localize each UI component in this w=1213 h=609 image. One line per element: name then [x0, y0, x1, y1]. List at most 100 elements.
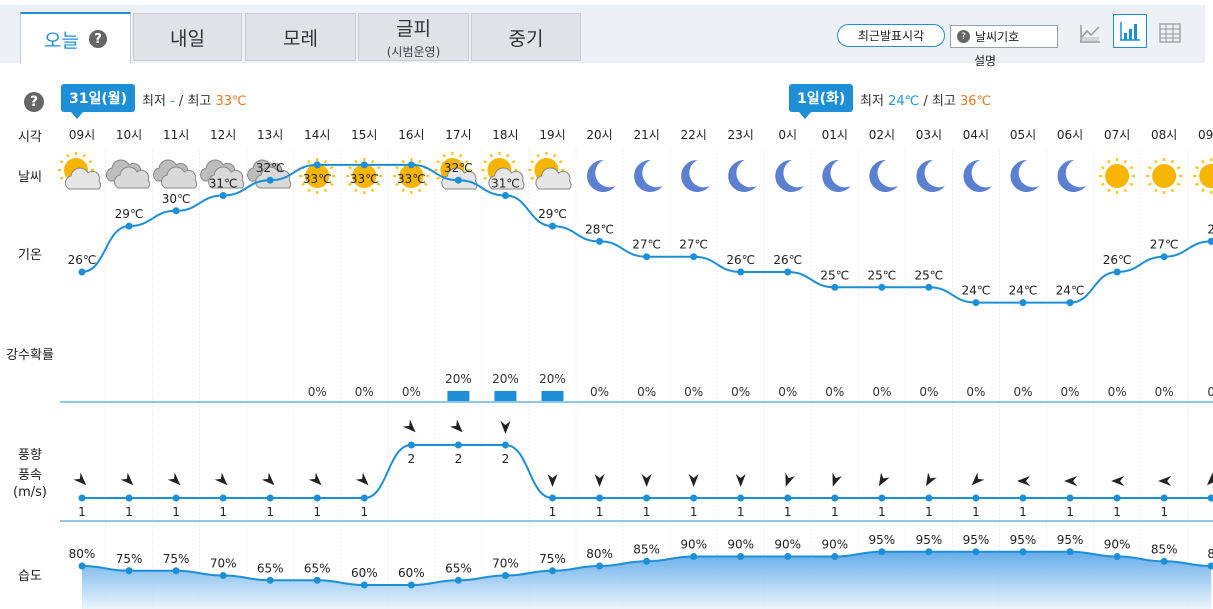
- line-chart-view-button[interactable]: [1073, 16, 1107, 50]
- sun-ray: [506, 153, 510, 158]
- hour-label: 15시: [351, 128, 377, 142]
- temperature-label: 26℃: [68, 253, 97, 267]
- wind-speed-point: [219, 494, 227, 502]
- max-label: 최고: [931, 94, 956, 109]
- wind-arrow-icon: [688, 474, 699, 487]
- wind-arrow-icon: [925, 472, 937, 487]
- wind-speed-label: 1: [1160, 505, 1168, 519]
- sun-ray: [348, 182, 352, 186]
- temperature-point: [925, 283, 933, 291]
- day2-minmax: 최저 24℃ / 최고 36℃: [860, 90, 991, 109]
- precip-bar: [494, 391, 517, 401]
- humidity-label: 85%: [633, 542, 660, 556]
- humidity-label: 95%: [963, 533, 990, 547]
- bar-chart-view-button[interactable]: [1113, 14, 1147, 48]
- help-icon[interactable]: ?: [88, 30, 107, 48]
- humidity-label: 65%: [257, 561, 284, 575]
- wind-speed-label: 1: [266, 505, 274, 519]
- sun-ray: [66, 153, 70, 158]
- tab-tomorrow[interactable]: 내일: [133, 13, 242, 61]
- wind-speed-label: 1: [737, 505, 745, 519]
- sun-ray: [401, 188, 405, 193]
- precip-label: 20%: [445, 372, 472, 386]
- precip-bar: [541, 391, 564, 401]
- sun-ray: [423, 182, 428, 186]
- hour-label: 01시: [822, 128, 848, 142]
- sun-disc: [305, 164, 330, 188]
- moon-icon: [634, 159, 663, 192]
- precip-label: 0%: [308, 385, 327, 399]
- wind-arrow-icon: [308, 472, 322, 486]
- sun-ray: [1123, 159, 1127, 164]
- hour-label: 05시: [1010, 128, 1036, 142]
- weather-symbol-button[interactable]: ? 날씨기호: [950, 25, 1058, 48]
- temperature-point: [1160, 253, 1168, 261]
- wind-speed-point: [501, 441, 509, 449]
- moon-shape: [681, 159, 710, 192]
- wind-speed-label: 1: [313, 505, 321, 519]
- humidity-point: [407, 581, 415, 589]
- wind-speed-label: 1: [1113, 505, 1121, 519]
- precip-label: 0%: [684, 385, 703, 399]
- moon-icon: [1057, 159, 1087, 192]
- moon-shape: [775, 159, 804, 192]
- tab-mid-term[interactable]: 중기: [471, 13, 581, 61]
- help-icon[interactable]: ?: [24, 92, 44, 112]
- humidity-area: [82, 551, 1212, 609]
- hour-label: 22시: [680, 128, 706, 142]
- moon-icon: [587, 159, 616, 192]
- tab-today[interactable]: 오늘 ?: [20, 12, 131, 64]
- wind-arrow-icon: [214, 472, 228, 486]
- temperature-point: [690, 253, 698, 261]
- wind-arrow-icon: [1158, 476, 1172, 486]
- moon-icon: [822, 159, 851, 192]
- humidity-point: [454, 576, 462, 584]
- sun-ray: [59, 176, 64, 180]
- temperature-point: [360, 161, 368, 169]
- sun-icon: [1099, 158, 1136, 194]
- weather-symbol-desc[interactable]: 설명: [974, 54, 997, 68]
- wind-arrow-shape: [1158, 476, 1172, 486]
- temperature-point: [407, 161, 415, 169]
- temperature-label: 32℃: [444, 161, 473, 175]
- wind-arrow-shape: [1064, 476, 1078, 486]
- moon-shape: [1010, 159, 1039, 192]
- wind-speed-point: [925, 494, 933, 502]
- table-view-button[interactable]: [1153, 16, 1187, 50]
- sun-ray: [436, 160, 440, 164]
- wind-speed-point: [878, 494, 886, 502]
- sun-ray: [59, 160, 64, 164]
- humidity-point: [596, 562, 604, 570]
- sun-ray: [348, 166, 352, 170]
- sun-ray: [536, 153, 540, 158]
- moon-icon: [775, 159, 804, 192]
- hour-label: 21시: [633, 128, 659, 142]
- temperature-label: 2: [1207, 222, 1213, 236]
- humidity-label: 8: [1207, 547, 1213, 561]
- humidity-label: 90%: [680, 538, 707, 552]
- wind-arrow-shape: [261, 472, 275, 486]
- line-chart-icon: [1080, 25, 1100, 43]
- hour-label: 14시: [304, 128, 330, 142]
- temperature-point: [643, 253, 651, 261]
- wind-arrow-shape: [688, 474, 699, 487]
- temperature-label: 24℃: [962, 284, 991, 298]
- precip-label: 0%: [919, 385, 938, 399]
- wind-arrow-shape: [402, 419, 416, 433]
- precip-label: 0%: [872, 385, 891, 399]
- sun-disc: [1152, 164, 1177, 188]
- partly-cloudy-icon: [481, 152, 525, 190]
- sun-ray: [1154, 159, 1158, 164]
- recent-release-button[interactable]: 최근발표시각: [837, 24, 945, 47]
- cloudy-icon: [247, 159, 292, 189]
- tab-day-after[interactable]: 모레: [245, 13, 356, 61]
- temperature-point: [784, 268, 792, 276]
- humidity-label: 75%: [539, 552, 566, 566]
- temperature-label: 27℃: [1150, 238, 1179, 252]
- wind-arrow-shape: [500, 421, 511, 434]
- row-label-wind-speed: 풍속: [18, 468, 42, 483]
- tab-third-day[interactable]: 글피 (시범운영): [358, 13, 469, 61]
- sun-ray: [395, 166, 399, 170]
- wind-arrow-shape: [785, 472, 795, 487]
- sun-ray: [1148, 182, 1152, 186]
